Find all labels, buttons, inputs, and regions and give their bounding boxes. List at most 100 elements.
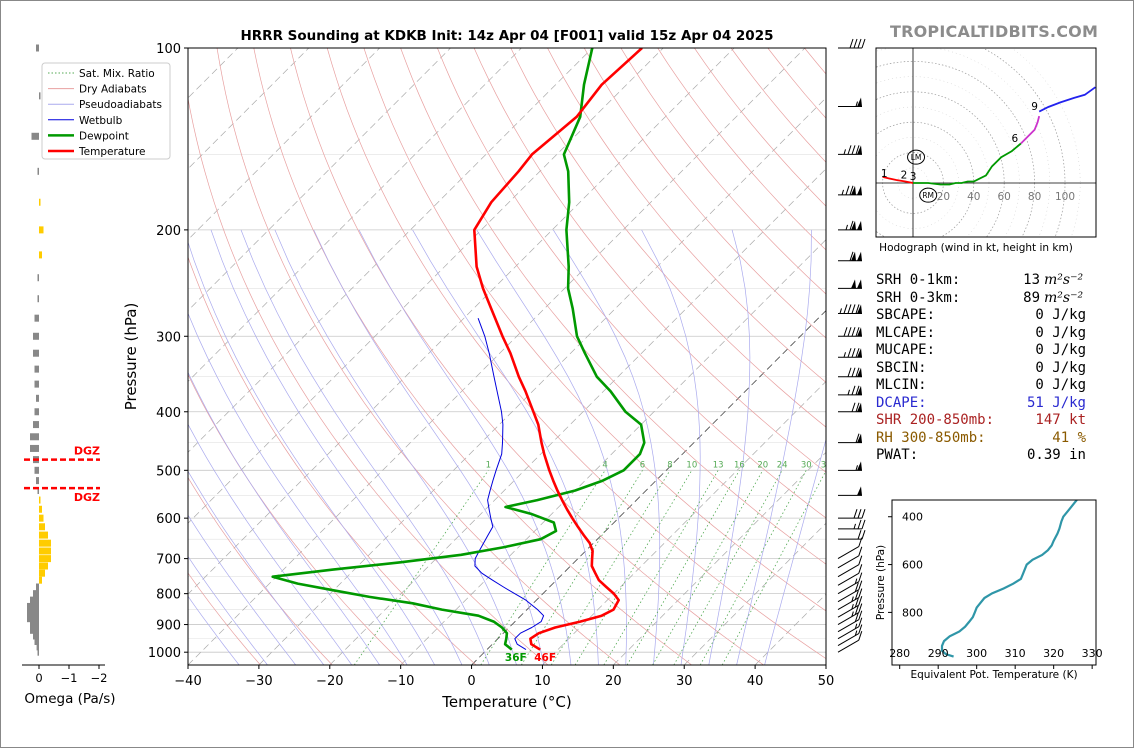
barb-full <box>858 624 863 634</box>
pseudo-adiabat <box>764 437 826 665</box>
barb-full <box>858 555 863 565</box>
omega-bar-sinking <box>33 421 39 429</box>
storm-motion-label: RM <box>922 191 934 200</box>
barb-full <box>855 433 860 443</box>
x-tick-label: −40 <box>174 674 201 689</box>
omega-bar-sinking <box>30 621 39 629</box>
omega-bar-rising <box>39 547 51 555</box>
freezing-isotherm <box>471 309 826 665</box>
wind-barb <box>838 279 862 289</box>
wind-barb <box>837 624 863 646</box>
barb-full <box>847 304 852 314</box>
stat-row: RH 300-850mb: 41 % <box>876 430 1106 448</box>
barb-half <box>854 578 858 584</box>
pseudo-adiabat <box>188 470 325 665</box>
barb-full <box>858 596 863 606</box>
wetbulb-profile <box>474 318 545 651</box>
wind-barb <box>838 304 862 314</box>
isotherm-line <box>188 48 310 170</box>
stat-label: SRH 0-1km: <box>876 272 961 288</box>
site-credit: TROPICALTIDBITS.COM <box>890 22 1099 41</box>
pseudo-adiabat <box>188 555 268 665</box>
omega-bar-rising <box>39 496 41 504</box>
omega-bar-sinking <box>34 466 39 474</box>
barb-full <box>855 145 860 155</box>
barb-full <box>853 38 858 49</box>
hodograph-ring-label: 80 <box>1028 191 1041 203</box>
omega-bar-sinking <box>27 615 39 623</box>
theta-e-x-tick-label: 300 <box>966 647 987 660</box>
hodograph-ring-label: 100 <box>1055 191 1075 203</box>
omega-bar-rising <box>39 531 48 539</box>
barb-full <box>858 631 863 641</box>
omega-bar-rising <box>39 562 48 570</box>
barb-full <box>858 564 863 574</box>
barb-full <box>845 185 850 196</box>
barb-full <box>851 145 856 155</box>
mixing-ratio-label: 16 <box>734 460 745 470</box>
y-tick-label: 900 <box>156 619 181 634</box>
wind-barb <box>837 546 863 569</box>
stat-label: RH 300-850mb: <box>876 429 986 446</box>
barb-full <box>847 367 852 377</box>
omega-bar-sinking <box>34 408 39 416</box>
barb-full <box>849 251 854 261</box>
mixing-ratio-line <box>480 470 606 665</box>
dgz-label: DGZ <box>74 491 100 504</box>
mixing-ratio-label: 36 <box>821 460 832 470</box>
wind-barb <box>837 603 863 625</box>
omega-bar-sinking <box>37 295 39 303</box>
stat-label: MUCAPE: <box>876 342 936 358</box>
dry-adiabat <box>326 48 826 660</box>
wind-barb <box>838 348 862 358</box>
stat-value: 0 J/kg <box>1035 377 1086 393</box>
y-tick-label: 100 <box>156 42 181 57</box>
barb-half <box>851 611 854 617</box>
legend-entry: Dry Adiabats <box>79 84 147 96</box>
omega-bar-sinking <box>34 380 39 388</box>
omega-bar-rising <box>39 569 45 577</box>
hodograph-height-label: 1 <box>881 168 888 180</box>
stat-value: 13 <box>1023 272 1040 288</box>
pseudo-adiabat <box>274 229 517 665</box>
wind-barb <box>837 596 863 618</box>
hodograph-frame <box>875 47 1097 238</box>
stat-row: MUCAPE: 0 J/kg <box>876 342 1106 360</box>
theta-e-x-tick-label: 320 <box>1043 647 1064 660</box>
barb-half <box>843 149 846 155</box>
barb-flag <box>857 185 862 195</box>
legend-entry: Pseudoadiabats <box>79 99 162 111</box>
omega-bar-sinking <box>31 132 39 140</box>
wind-barb <box>837 617 863 640</box>
omega-bar-sinking <box>27 602 39 610</box>
dry-adiabat <box>583 48 826 339</box>
wind-barb <box>838 508 866 519</box>
mixing-ratio-label: 24 <box>777 460 788 470</box>
mixing-ratio-line <box>603 470 719 665</box>
temperature-profile <box>472 48 643 651</box>
theta-e-x-tick-label: 290 <box>928 647 949 660</box>
theta-e-x-tick-label: 280 <box>889 647 910 660</box>
isotherm-line <box>188 48 380 241</box>
mixing-ratio-label: 13 <box>713 460 724 470</box>
omega-bar-rising <box>39 198 41 206</box>
pseudo-adiabat <box>412 229 599 665</box>
barb-flag <box>857 145 862 155</box>
x-tick-label: −20 <box>316 674 343 689</box>
wind-barb <box>837 537 863 560</box>
y-tick-label: 800 <box>156 588 181 603</box>
surface-dewpoint-label: 36F <box>505 652 527 664</box>
stat-value: 0 J/kg <box>1035 324 1086 341</box>
pseudo-adiabat <box>313 229 545 665</box>
mixing-ratio-label: 6 <box>640 460 645 470</box>
pseudo-adiabat <box>553 229 661 665</box>
pseudo-adiabat <box>188 371 380 665</box>
x-axis-label: Temperature (°C) <box>441 693 571 711</box>
barb-full <box>847 145 852 155</box>
pseudo-adiabat <box>641 229 701 665</box>
barb-full <box>858 617 863 627</box>
dry-adiabat <box>510 48 826 428</box>
mixing-ratio-label: 10 <box>686 460 697 470</box>
legend-entry: Temperature <box>78 146 146 158</box>
wind-barb <box>838 367 862 378</box>
